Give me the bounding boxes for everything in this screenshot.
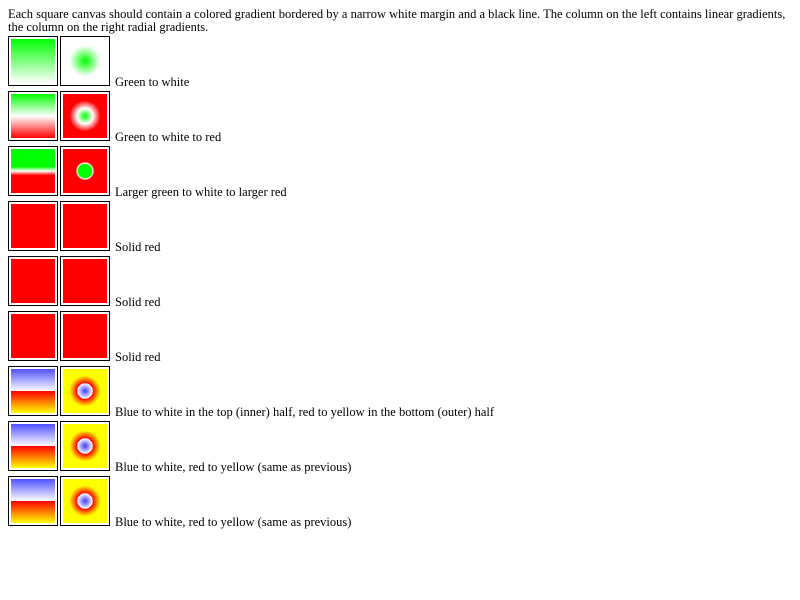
- row-caption: Solid red: [115, 350, 161, 364]
- radial-gradient-canvas: [60, 36, 110, 86]
- linear-gradient-canvas: [8, 421, 58, 471]
- radial-gradient-canvas: [60, 366, 110, 416]
- gradient-row-9: Blue to white, red to yellow (same as pr…: [8, 476, 494, 531]
- row-caption: Solid red: [115, 240, 161, 254]
- row-caption: Blue to white, red to yellow (same as pr…: [115, 515, 352, 529]
- radial-gradient-canvas: [60, 201, 110, 251]
- row-caption: Green to white to red: [115, 130, 222, 144]
- gradient-rows: Green to white Green to white to red Lar…: [8, 36, 494, 531]
- gradient-row-8: Blue to white, red to yellow (same as pr…: [8, 421, 494, 476]
- gradient-row-3: Larger green to white to larger red: [8, 146, 494, 201]
- gradient-row-1: Green to white: [8, 36, 494, 91]
- row-caption: Larger green to white to larger red: [115, 185, 287, 199]
- gradient-row-4: Solid red: [8, 201, 494, 256]
- gradient-row-5: Solid red: [8, 256, 494, 311]
- row-caption: Solid red: [115, 295, 161, 309]
- linear-gradient-canvas: [8, 36, 58, 86]
- linear-gradient-canvas: [8, 311, 58, 361]
- gradient-row-2: Green to white to red: [8, 91, 494, 146]
- row-caption: Blue to white in the top (inner) half, r…: [115, 405, 495, 419]
- gradient-row-7: Blue to white in the top (inner) half, r…: [8, 366, 494, 421]
- linear-gradient-canvas: [8, 91, 58, 141]
- linear-gradient-canvas: [8, 366, 58, 416]
- radial-gradient-canvas: [60, 476, 110, 526]
- radial-gradient-canvas: [60, 421, 110, 471]
- radial-gradient-canvas: [60, 256, 110, 306]
- radial-gradient-canvas: [60, 91, 110, 141]
- linear-gradient-canvas: [8, 146, 58, 196]
- linear-gradient-canvas: [8, 256, 58, 306]
- intro-text: Each square canvas should contain a colo…: [8, 7, 786, 34]
- linear-gradient-canvas: [8, 476, 58, 526]
- gradient-row-6: Solid red: [8, 311, 494, 366]
- linear-gradient-canvas: [8, 201, 58, 251]
- row-caption: Green to white: [115, 75, 190, 89]
- radial-gradient-canvas: [60, 311, 110, 361]
- radial-gradient-canvas: [60, 146, 110, 196]
- row-caption: Blue to white, red to yellow (same as pr…: [115, 460, 352, 474]
